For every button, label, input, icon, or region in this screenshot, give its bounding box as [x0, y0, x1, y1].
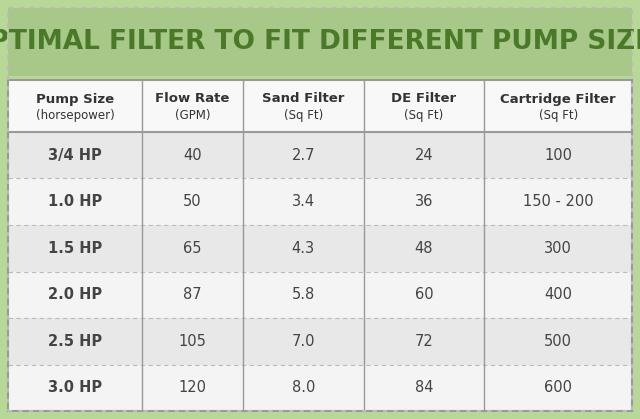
Text: Cartridge Filter: Cartridge Filter	[500, 93, 616, 106]
Text: (horsepower): (horsepower)	[36, 109, 115, 122]
Text: 24: 24	[415, 148, 433, 163]
Text: Flow Rate: Flow Rate	[156, 93, 230, 106]
Text: 5.8: 5.8	[292, 287, 315, 302]
Text: (GPM): (GPM)	[175, 109, 211, 122]
Text: 2.5 HP: 2.5 HP	[48, 334, 102, 349]
Text: 1.5 HP: 1.5 HP	[48, 241, 102, 256]
Text: 7.0: 7.0	[291, 334, 315, 349]
Bar	[8, 272, 632, 318]
Text: (Sq Ft): (Sq Ft)	[404, 109, 444, 122]
Bar	[8, 178, 632, 225]
Text: Pump Size: Pump Size	[36, 93, 114, 106]
Bar	[8, 8, 632, 76]
Text: OPTIMAL FILTER TO FIT DIFFERENT PUMP SIZES: OPTIMAL FILTER TO FIT DIFFERENT PUMP SIZ…	[0, 29, 640, 55]
Bar	[8, 80, 632, 132]
Bar	[8, 132, 632, 178]
Text: 150 - 200: 150 - 200	[523, 194, 593, 209]
Text: (Sq Ft): (Sq Ft)	[539, 109, 578, 122]
Text: 4.3: 4.3	[292, 241, 315, 256]
Bar	[8, 365, 632, 411]
Text: 400: 400	[544, 287, 572, 302]
Bar	[8, 318, 632, 365]
Text: 2.7: 2.7	[291, 148, 315, 163]
Text: 50: 50	[183, 194, 202, 209]
Text: DE Filter: DE Filter	[392, 93, 456, 106]
Text: 105: 105	[179, 334, 207, 349]
Text: 87: 87	[183, 287, 202, 302]
Text: (Sq Ft): (Sq Ft)	[284, 109, 323, 122]
Text: 3.0 HP: 3.0 HP	[48, 380, 102, 395]
Text: 3.4: 3.4	[292, 194, 315, 209]
Text: 48: 48	[415, 241, 433, 256]
Text: 600: 600	[544, 380, 572, 395]
Text: 36: 36	[415, 194, 433, 209]
Text: 8.0: 8.0	[292, 380, 315, 395]
Text: 120: 120	[179, 380, 207, 395]
Bar	[8, 225, 632, 272]
Text: 2.0 HP: 2.0 HP	[48, 287, 102, 302]
Text: 60: 60	[415, 287, 433, 302]
Text: 300: 300	[544, 241, 572, 256]
Text: 40: 40	[183, 148, 202, 163]
Text: Sand Filter: Sand Filter	[262, 93, 344, 106]
Text: 100: 100	[544, 148, 572, 163]
Text: 3/4 HP: 3/4 HP	[48, 148, 102, 163]
Text: 500: 500	[544, 334, 572, 349]
Text: 72: 72	[415, 334, 433, 349]
Text: 1.0 HP: 1.0 HP	[48, 194, 102, 209]
Text: 84: 84	[415, 380, 433, 395]
Text: 65: 65	[183, 241, 202, 256]
